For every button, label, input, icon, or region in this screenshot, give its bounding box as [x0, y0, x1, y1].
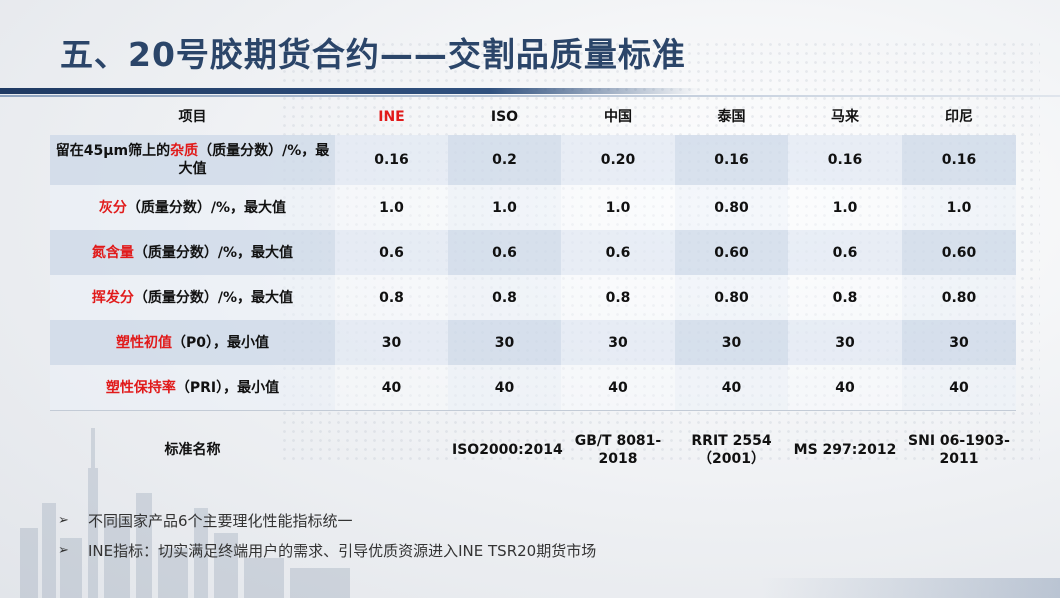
table-cell: 0.16 — [675, 135, 788, 185]
header-ine: INE — [378, 109, 405, 125]
table-cell: 0.2 — [448, 135, 561, 185]
table-cell: 40 — [788, 365, 902, 411]
arrow-bullet-icon: ➢ — [58, 512, 69, 528]
table-cell: 30 — [788, 320, 902, 365]
row-label-suffix: （PRI），最小值 — [175, 379, 280, 396]
table-cell: 40 — [448, 365, 561, 411]
table-cell: 40 — [675, 365, 788, 411]
table-row: 塑性初值（P0），最小值 30 30 30 30 30 30 — [50, 320, 1016, 365]
row-label: 留在45μm筛上的杂质（质量分数）/%，最大值 — [50, 135, 335, 185]
row-label: 挥发分（质量分数）/%，最大值 — [50, 275, 335, 320]
table-cell: 1.0 — [902, 185, 1016, 230]
header-thailand: 泰国 — [717, 109, 746, 125]
title-underline-thin — [0, 95, 1060, 97]
row-label-suffix: （质量分数）/%，最大值 — [133, 289, 294, 306]
table-cell: 0.6 — [561, 230, 675, 275]
row-label: 塑性保持率（PRI），最小值 — [50, 365, 335, 411]
standard-cell: GB/T 8081-2018 — [561, 410, 675, 489]
row-label-keyword: 塑性保持率 — [105, 379, 176, 396]
table-cell: 40 — [902, 365, 1016, 411]
row-label-prefix: 留在45μm筛上的 — [55, 143, 171, 159]
table-row: 留在45μm筛上的杂质（质量分数）/%，最大值 0.16 0.2 0.20 0.16 0.… — [50, 135, 1016, 185]
header-china: 中国 — [604, 109, 632, 125]
table-row: 灰分（质量分数）/%，最大值 1.0 1.0 1.0 0.80 1.0 1.0 — [50, 185, 1016, 230]
row-label-suffix: （质量分数）/%，最大值 — [133, 244, 294, 261]
table-cell: 1.0 — [335, 185, 448, 230]
standard-row: 标准名称 ISO2000:2014 GB/T 8081-2018 RRIT 2554（… — [50, 410, 1016, 489]
table-cell: 0.8 — [448, 275, 561, 320]
table-cell: 30 — [675, 320, 788, 365]
table-cell: 0.80 — [902, 275, 1016, 320]
header-indonesia: 印尼 — [945, 109, 973, 125]
row-label-suffix: （质量分数）/%，最大值 — [178, 143, 330, 177]
table-cell: 0.8 — [335, 275, 448, 320]
header-item: 项目 — [178, 109, 207, 125]
table-cell: 0.6 — [788, 230, 902, 275]
table-cell: 30 — [335, 320, 448, 365]
row-label: 氮含量（质量分数）/%，最大值 — [50, 230, 335, 275]
row-label-suffix: （质量分数）/%，最大值 — [126, 199, 287, 216]
standard-label: 标准名称 — [50, 410, 335, 489]
table-cell: 30 — [561, 320, 675, 365]
table-cell: 0.20 — [561, 135, 675, 185]
table-cell: 0.80 — [675, 275, 788, 320]
table-row: 氮含量（质量分数）/%，最大值 0.6 0.6 0.6 0.60 0.6 0.60 — [50, 230, 1016, 275]
city-skyline-background — [20, 428, 350, 598]
list-item: ➢ INE指标：切实满足终端用户的需求、引导优质资源进入INE TSR20期货市… — [58, 535, 596, 565]
table-cell: 0.8 — [788, 275, 902, 320]
table-cell: 1.0 — [788, 185, 902, 230]
table-cell: 0.16 — [335, 135, 448, 185]
table-cell: 30 — [448, 320, 561, 365]
table-cell: 0.60 — [902, 230, 1016, 275]
row-label-keyword: 塑性初值 — [115, 334, 172, 351]
table-cell: 1.0 — [448, 185, 561, 230]
table-cell: 0.16 — [788, 135, 902, 185]
table-cell: 0.6 — [335, 230, 448, 275]
table-row: 塑性保持率（PRI），最小值 40 40 40 40 40 40 — [50, 365, 1016, 411]
notes-list: ➢ 不同国家产品6个主要理化性能指标统一 ➢ INE指标：切实满足终端用户的需求… — [58, 505, 596, 565]
quality-standard-table: 项目 INE ISO 中国 泰国 马来 印尼 留在45μm筛上的杂质（质量分数）… — [50, 99, 1016, 489]
row-label-suffix: （P0），最小值 — [171, 334, 269, 351]
footer-band — [760, 578, 1060, 598]
row-label-keyword: 灰分 — [98, 199, 127, 216]
standard-cell: SNI 06-1903-2011 — [902, 410, 1016, 489]
header-malaysia: 马来 — [831, 109, 859, 125]
row-label-keyword: 挥发分 — [91, 289, 134, 306]
standard-cell: MS 297:2012 — [788, 410, 902, 489]
list-item: ➢ 不同国家产品6个主要理化性能指标统一 — [58, 505, 596, 535]
header-iso: ISO — [490, 109, 519, 125]
standard-cell: RRIT 2554（2001） — [675, 410, 788, 489]
row-label-keyword: 杂质 — [170, 143, 199, 159]
standard-cell: ISO2000:2014 — [448, 410, 563, 489]
page-title: 五、20号胶期货合约——交割品质量标准 — [60, 35, 686, 74]
title-underline — [0, 88, 700, 94]
row-label: 塑性初值（P0），最小值 — [50, 320, 335, 365]
table-cell: 40 — [561, 365, 675, 411]
note-text: INE指标：切实满足终端用户的需求、引导优质资源进入INE TSR20期货市场 — [88, 541, 597, 560]
table-row: 挥发分（质量分数）/%，最大值 0.8 0.8 0.8 0.80 0.8 0.80 — [50, 275, 1016, 320]
table-cell: 0.80 — [675, 185, 788, 230]
table-cell: 0.16 — [902, 135, 1016, 185]
table-cell: 30 — [902, 320, 1016, 365]
table-cell: 0.8 — [561, 275, 675, 320]
note-text: 不同国家产品6个主要理化性能指标统一 — [88, 511, 353, 530]
table-header-row: 项目 INE ISO 中国 泰国 马来 印尼 — [50, 99, 1016, 135]
table-cell: 0.6 — [448, 230, 561, 275]
table-cell: 40 — [335, 365, 448, 411]
row-label-keyword: 氮含量 — [91, 244, 134, 261]
table-cell: 0.60 — [675, 230, 788, 275]
row-label: 灰分（质量分数）/%，最大值 — [50, 185, 335, 230]
table-cell: 1.0 — [561, 185, 675, 230]
arrow-bullet-icon: ➢ — [58, 542, 69, 558]
standard-cell — [335, 410, 448, 489]
